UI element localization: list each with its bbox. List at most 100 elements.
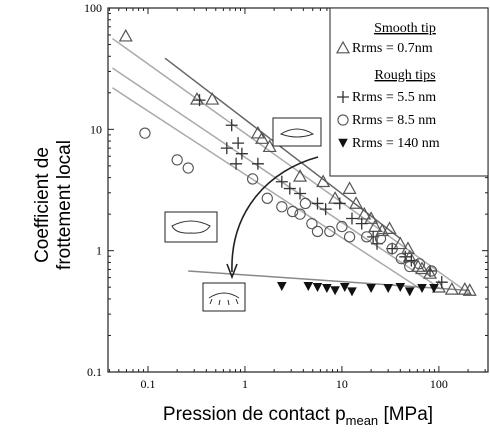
marker [311, 197, 324, 210]
marker [399, 250, 412, 263]
legend-label: Rrms = 8.5 nm [352, 113, 436, 128]
fit-line [112, 67, 441, 289]
marker [395, 282, 406, 292]
marker [205, 92, 220, 105]
marker [368, 219, 383, 232]
marker [413, 258, 426, 270]
marker [349, 196, 364, 209]
legend-label: Rrms = 140 nm [352, 136, 440, 151]
annotations [164, 117, 322, 312]
marker [367, 230, 380, 243]
marker [343, 231, 356, 243]
marker [250, 125, 265, 139]
x-axis-title-sub: mean [346, 413, 379, 428]
legend-heading: Smooth tip [374, 21, 436, 36]
legend-marker [337, 114, 349, 126]
legend-box [329, 7, 489, 177]
marker [293, 169, 308, 182]
marker [330, 286, 340, 296]
marker [311, 225, 324, 238]
marker [383, 284, 393, 294]
marker [193, 94, 206, 107]
marker [235, 147, 248, 160]
legend-marker [337, 91, 349, 103]
marker [374, 232, 387, 245]
marker [319, 203, 332, 216]
marker [324, 225, 336, 238]
marker [435, 276, 448, 289]
y-axis-title: Coefficient de [32, 147, 53, 263]
fit-line [112, 87, 420, 289]
marker [395, 252, 407, 265]
marker [246, 173, 259, 185]
marker [382, 221, 397, 235]
marker [333, 197, 346, 210]
marker [276, 201, 288, 213]
marker [342, 181, 357, 194]
x-tick-label: 100 [430, 377, 448, 391]
x-axis-title-main: Pression de contact p [163, 404, 346, 425]
x-axis-title: Pression de contact pmean [MPa] [163, 404, 433, 428]
y-tick-label: 1 [96, 244, 102, 258]
marker [283, 182, 296, 195]
marker [306, 217, 318, 230]
marker [230, 157, 243, 170]
legend-heading: Rough tips [374, 68, 435, 83]
marker [364, 211, 379, 224]
icon [279, 128, 315, 138]
icon-box [272, 117, 322, 147]
x-tick-label: 10 [336, 377, 348, 391]
legend-label: Rrms = 0.7nm [352, 41, 433, 56]
y-axis-title: frottement local [54, 140, 75, 270]
marker [294, 208, 306, 220]
marker [366, 284, 376, 294]
marker [355, 217, 368, 230]
marker [251, 157, 264, 170]
marker [404, 287, 415, 297]
marker [294, 187, 307, 200]
marker [345, 212, 358, 225]
legend-marker [338, 138, 348, 148]
y-tick-label: 100 [84, 1, 102, 15]
marker [357, 206, 372, 220]
marker [171, 154, 183, 166]
marker [261, 192, 273, 204]
icon [171, 220, 211, 234]
marker [336, 220, 348, 233]
marker [277, 281, 287, 291]
marker [462, 283, 477, 296]
marker [286, 205, 299, 218]
marker [444, 282, 459, 295]
x-tick-label: 1 [242, 377, 248, 391]
marker [386, 242, 399, 255]
marker [339, 282, 350, 292]
marker [182, 162, 194, 174]
marker [139, 127, 151, 139]
marker [347, 287, 357, 297]
y-tick-label: 0.1 [87, 365, 102, 379]
x-tick-label: 0.1 [140, 377, 155, 391]
marker [232, 137, 245, 150]
marker [255, 131, 270, 144]
marker [225, 119, 238, 132]
icon-box [202, 282, 246, 312]
marker [299, 197, 312, 210]
marker [275, 175, 288, 188]
marker [262, 139, 277, 153]
arrow [231, 156, 319, 273]
plot-frame [107, 7, 489, 373]
marker [393, 236, 408, 250]
marker [361, 231, 373, 243]
marker [429, 284, 439, 294]
marker [118, 28, 133, 42]
icon-box [164, 211, 218, 243]
arrow-head [226, 263, 238, 280]
x-axis-title-unit: [MPa] [378, 404, 433, 425]
marker [386, 242, 398, 255]
legend-marker [335, 40, 351, 54]
marker [303, 281, 314, 291]
marker [316, 174, 331, 188]
icon [208, 292, 240, 306]
legend-label: Rrms = 5.5 nm [352, 90, 436, 105]
